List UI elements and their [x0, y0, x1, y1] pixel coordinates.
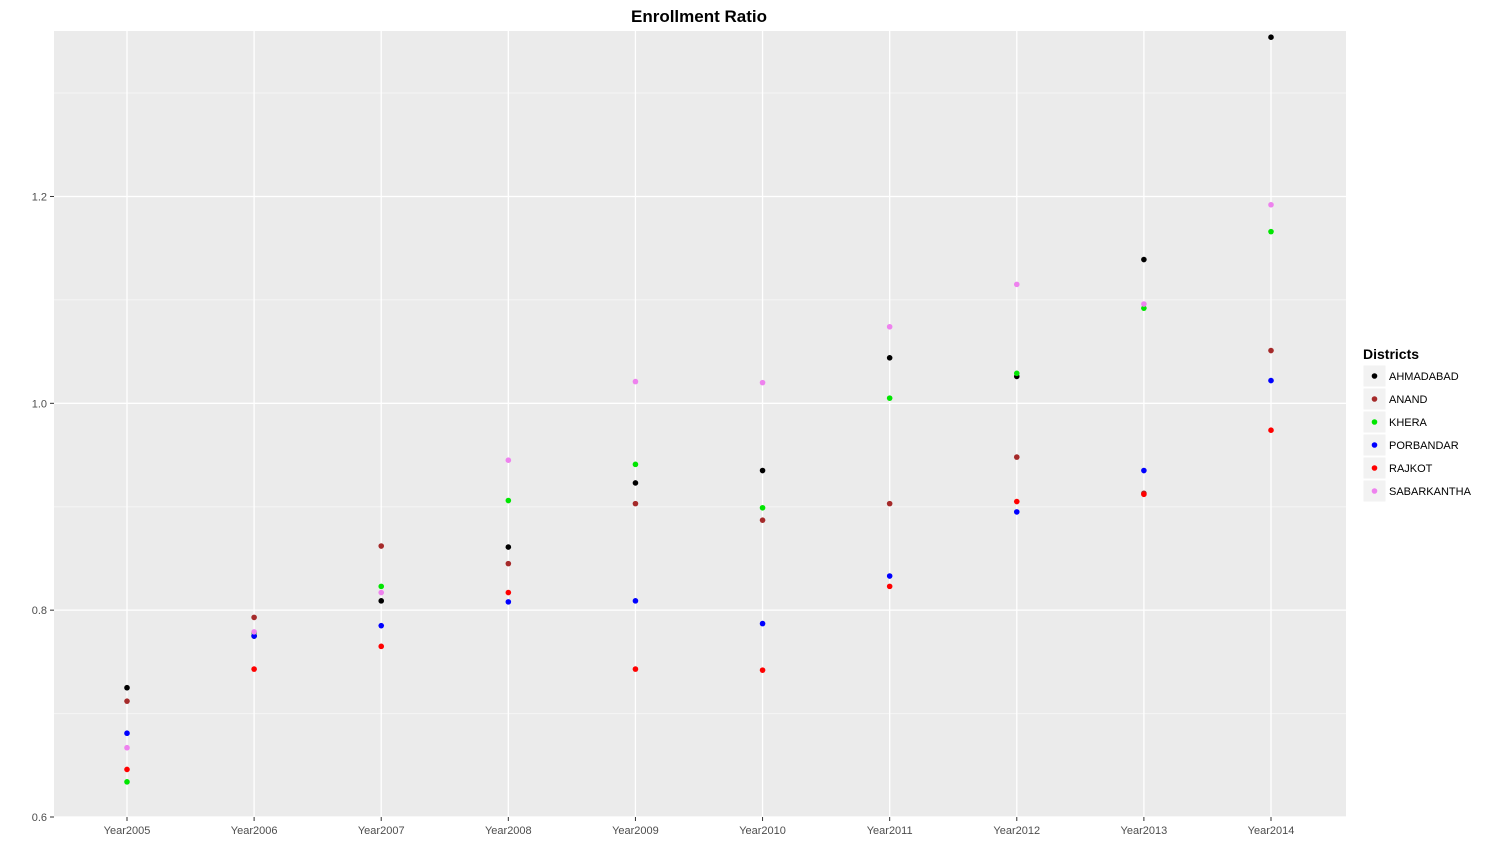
legend-key-point	[1371, 373, 1378, 379]
gridlines	[54, 31, 1346, 818]
data-point	[378, 598, 385, 604]
data-point	[632, 461, 639, 468]
data-point	[759, 620, 766, 627]
data-point	[251, 633, 257, 639]
data-point	[1268, 427, 1274, 434]
data-point	[505, 589, 512, 596]
legend-key-point	[1371, 442, 1378, 448]
x-tick-label: Year2013	[1121, 825, 1168, 837]
legend-label: ANAND	[1389, 394, 1428, 406]
data-point	[1268, 201, 1274, 208]
x-axis: Year2005 Year2006 Year2007 Year2008 Year2009…	[104, 817, 1295, 837]
data-point	[378, 543, 385, 549]
y-axis: 0.6 0.8 1.0 1.2	[32, 191, 54, 824]
data-point	[886, 573, 893, 579]
chart-title: Enrollment Ratio	[631, 7, 767, 26]
data-point	[632, 378, 639, 385]
data-point	[378, 589, 385, 596]
data-point	[1141, 467, 1147, 474]
data-point	[378, 643, 385, 650]
x-tick-label: Year2006	[231, 825, 278, 837]
data-point	[1013, 509, 1020, 515]
data-point	[1268, 228, 1274, 235]
data-point	[632, 598, 639, 604]
legend-key-point	[1371, 488, 1378, 494]
data-point	[886, 323, 893, 330]
legend-key-point	[1371, 465, 1378, 471]
x-tick-label: Year2014	[1248, 825, 1295, 837]
data-point	[1141, 305, 1147, 311]
x-tick-label: Year2010	[739, 825, 786, 837]
data-point	[759, 517, 766, 523]
y-tick-label: 0.8	[32, 605, 47, 617]
data-point	[1013, 498, 1020, 505]
x-tick-label: Year2005	[104, 825, 151, 837]
data-point	[886, 583, 893, 590]
data-point	[124, 779, 130, 785]
x-tick-label: Year2009	[612, 825, 659, 837]
x-tick-label: Year2012	[993, 825, 1040, 837]
data-point	[759, 379, 766, 386]
data-point	[1013, 454, 1020, 460]
y-tick-label: 0.6	[32, 812, 47, 824]
data-point	[1268, 377, 1274, 384]
data-point	[124, 684, 130, 691]
legend-title: Districts	[1363, 346, 1419, 362]
legend-label: RAJKOT	[1389, 463, 1433, 475]
data-point	[124, 730, 130, 737]
data-point	[124, 698, 130, 704]
data-point	[1141, 256, 1147, 263]
data-point	[1268, 347, 1274, 354]
data-point	[759, 467, 766, 474]
data-point	[505, 544, 512, 550]
legend: Districts AHMADABAD ANAND KHERA PORBANDAR RA…	[1362, 346, 1472, 503]
y-tick-label: 1.0	[32, 398, 47, 410]
data-point	[632, 666, 639, 672]
data-point	[1141, 491, 1147, 498]
legend-label: KHERA	[1389, 417, 1428, 429]
data-point	[1013, 281, 1020, 288]
data-point	[378, 583, 385, 590]
plot-panel	[54, 31, 1346, 817]
data-point	[759, 504, 766, 511]
data-point	[505, 457, 512, 463]
legend-label: PORBANDAR	[1389, 440, 1459, 452]
data-point	[886, 355, 893, 361]
x-tick-label: Year2011	[867, 825, 913, 837]
data-point	[886, 395, 893, 401]
data-point	[759, 667, 766, 673]
data-point	[886, 500, 893, 507]
data-point	[632, 500, 639, 507]
data-point	[1141, 301, 1147, 307]
x-tick-label: Year2007	[358, 825, 405, 837]
legend-label: AHMADABAD	[1389, 371, 1459, 383]
data-point	[505, 599, 512, 605]
data-point	[632, 480, 639, 486]
legend-label: SABARKANTHA	[1389, 486, 1472, 498]
data-point	[124, 766, 130, 773]
legend-key-point	[1371, 396, 1378, 402]
data-point	[124, 744, 130, 751]
data-point	[378, 622, 385, 629]
data-point	[505, 560, 512, 567]
data-point	[1013, 370, 1020, 377]
x-tick-label: Year2008	[485, 825, 532, 837]
data-point	[251, 614, 257, 621]
data-points	[124, 34, 1274, 785]
data-point	[251, 629, 257, 635]
data-point	[1268, 34, 1274, 41]
data-point	[505, 497, 512, 504]
y-tick-label: 1.2	[32, 191, 47, 203]
data-point	[251, 666, 257, 672]
legend-key-point	[1371, 419, 1378, 425]
